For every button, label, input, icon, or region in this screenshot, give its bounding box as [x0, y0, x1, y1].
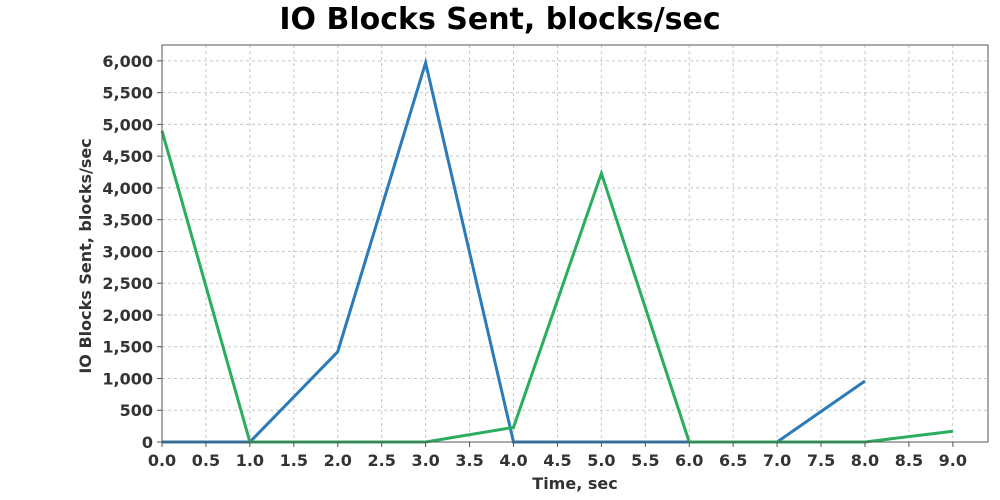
- x-tick-label: 0.0: [148, 451, 176, 470]
- x-tick-label: 9.0: [939, 451, 967, 470]
- y-tick-label: 6,000: [102, 52, 153, 71]
- grid-lines: [161, 45, 988, 443]
- x-tick-label: 2.5: [368, 451, 396, 470]
- y-tick-label: 4,000: [102, 179, 153, 198]
- y-tick-label: 500: [120, 401, 153, 420]
- x-tick-label: 1.5: [280, 451, 308, 470]
- x-tick-label: 7.5: [807, 451, 835, 470]
- x-tick-label: 1.0: [236, 451, 264, 470]
- y-tick-label: 0: [142, 433, 153, 452]
- y-tick-label: 2,000: [102, 306, 153, 325]
- x-tick-label: 8.0: [851, 451, 879, 470]
- y-tick-label: 5,000: [102, 115, 153, 134]
- x-tick-label: 2.0: [324, 451, 352, 470]
- x-tick-label: 0.5: [192, 451, 220, 470]
- x-tick-label: 4.0: [499, 451, 527, 470]
- y-tick-label: 3,500: [102, 211, 153, 230]
- y-tick-label: 1,000: [102, 369, 153, 388]
- x-tick-label: 3.0: [411, 451, 439, 470]
- x-tick-label: 8.5: [895, 451, 923, 470]
- x-tick-label: 6.0: [675, 451, 703, 470]
- y-tick-label: 4,500: [102, 147, 153, 166]
- x-tick-label: 5.0: [587, 451, 615, 470]
- y-tick-label: 2,500: [102, 274, 153, 293]
- y-tick-label: 1,500: [102, 338, 153, 357]
- x-tick-label: 7.0: [763, 451, 791, 470]
- y-axis-label: IO Blocks Sent, blocks/sec: [76, 138, 95, 373]
- chart-title: IO Blocks Sent, blocks/sec: [279, 2, 720, 37]
- x-tick-label: 3.5: [455, 451, 483, 470]
- x-tick-label: 4.5: [543, 451, 571, 470]
- x-tick-label: 5.5: [631, 451, 659, 470]
- axis-ticks: 0.0 0.5 1.0 1.5 2.0 2.5 3.0 3.5 4.0 4.5 5.0 5.5 6.0 6…: [102, 52, 967, 470]
- y-tick-label: 3,000: [102, 242, 153, 261]
- plot-area-border: [161, 44, 989, 443]
- x-axis-label: Time, sec: [532, 474, 617, 493]
- y-tick-label: 5,500: [102, 84, 153, 103]
- x-tick-label: 6.5: [719, 451, 747, 470]
